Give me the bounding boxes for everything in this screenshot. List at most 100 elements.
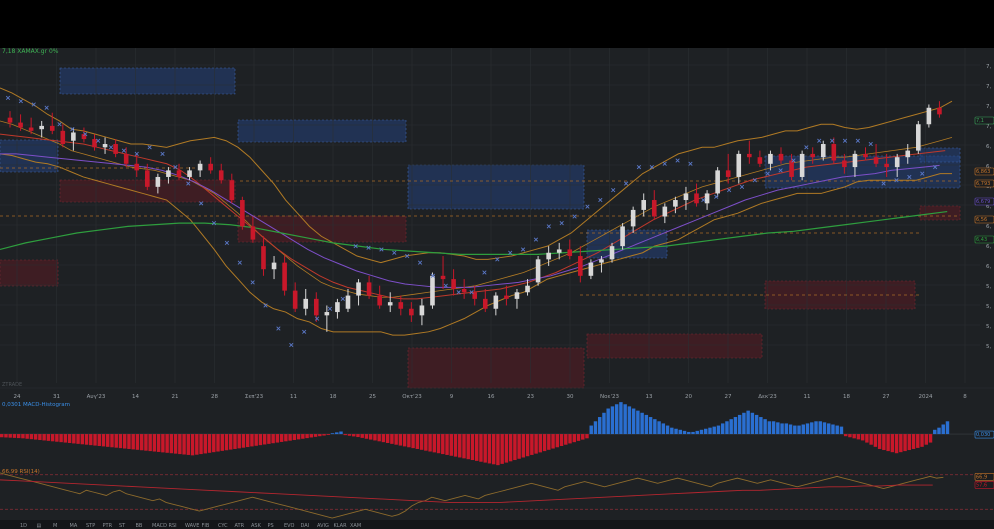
macd-bar-positive [767, 421, 772, 435]
date-tick-label: Αυγ'23 [87, 394, 106, 400]
macd-bar-negative [517, 434, 521, 459]
macd-bar-positive [593, 421, 598, 435]
macd-bar-positive [720, 423, 725, 435]
macd-bar-negative [250, 434, 254, 447]
toolbar-item[interactable]: DAI [301, 523, 310, 529]
date-tick-label: 27 [883, 394, 890, 400]
toolbar-item[interactable]: RSI [169, 523, 177, 529]
symbol-label: 7,18 ΧΑΜΑΧ.gr 0% [2, 48, 59, 55]
candle-up [514, 292, 520, 299]
date-tick-label: Οκτ'23 [402, 394, 422, 400]
macd-bar-negative [93, 434, 97, 446]
macd-bar-negative [856, 434, 861, 440]
psar-marker [855, 138, 860, 143]
macd-bar-negative [542, 434, 547, 452]
psar-marker [353, 244, 358, 249]
candle-down [482, 298, 488, 309]
psar-marker [765, 171, 770, 176]
psar-marker [482, 270, 487, 275]
psar-marker [18, 99, 23, 104]
candle-up [736, 153, 742, 177]
macd-bar-negative [271, 434, 275, 444]
toolbar-item[interactable]: PS [268, 523, 274, 529]
psar-marker [623, 181, 629, 186]
macd-value-label: 0,030 [976, 432, 990, 438]
macd-bar-negative [80, 434, 85, 445]
macd-bar-negative [411, 434, 415, 449]
macd-bar-negative [865, 434, 869, 443]
macd-bar-negative [284, 434, 288, 442]
toolbar-item[interactable]: AVIG [317, 523, 329, 529]
macd-bar-negative [882, 434, 886, 451]
moving-average-green-line [0, 210, 948, 255]
toolbar-item[interactable]: CYC [218, 523, 228, 529]
psar-marker [726, 188, 732, 193]
toolbar-item[interactable]: FIB [202, 523, 210, 529]
price-tick-label: 7, [986, 104, 991, 110]
candle-down [398, 302, 404, 309]
macd-bar-positive [831, 424, 835, 435]
toolbar-item[interactable]: ΧΑΜ [350, 523, 361, 529]
toolbar-background [0, 520, 994, 529]
toolbar-item[interactable]: 1D [20, 523, 27, 529]
toolbar-item[interactable]: STP [86, 523, 95, 529]
macd-bar-negative [139, 434, 144, 451]
candle-down [504, 295, 509, 299]
psar-marker [804, 145, 809, 150]
macd-bar-positive [750, 412, 755, 435]
psar-marker [44, 105, 49, 110]
toolbar-item[interactable]: PTR [103, 523, 113, 529]
candle-up [71, 132, 76, 141]
bottom-toolbar[interactable]: 1D ▤ M MA STP PTR ST BB MACD RSI WAVE FIB CYC ATR ASK P… [0, 520, 994, 529]
toolbar-item[interactable]: MA [70, 523, 78, 529]
macd-bar-negative [21, 434, 25, 439]
candle-down [208, 163, 213, 171]
macd-bar-negative [292, 434, 297, 441]
macd-bar-negative [0, 434, 4, 438]
macd-bar-negative [224, 434, 229, 451]
date-tick-label: Δεκ'23 [758, 394, 777, 400]
psar-marker [752, 178, 757, 183]
macd-bar-negative [530, 434, 534, 455]
candle-down [176, 170, 182, 177]
macd-bar-negative [118, 434, 123, 449]
toolbar-item[interactable]: WAVE [185, 523, 199, 529]
moving-average-red-line [0, 133, 946, 300]
macd-bar-negative [385, 434, 390, 444]
macd-bar-negative [122, 434, 127, 449]
macd-bar-positive [670, 427, 674, 435]
candle-down [651, 200, 657, 217]
candle-up [525, 285, 530, 293]
macd-bar-negative [873, 434, 878, 447]
candle-up [673, 200, 678, 207]
date-tick-label: 20 [685, 394, 692, 400]
toolbar-item[interactable]: ▤ [37, 523, 42, 529]
psar-marker [366, 245, 371, 250]
date-tick-label: 11 [290, 394, 297, 400]
macd-bar-positive [589, 425, 593, 435]
psar-marker [701, 197, 706, 203]
watermark: ZTRADE [2, 382, 22, 388]
toolbar-item[interactable]: ATR [235, 523, 245, 529]
macd-bar-positive [827, 423, 831, 435]
macd-bar-negative [55, 434, 59, 442]
toolbar-item[interactable]: ST [119, 523, 126, 529]
candle-down [694, 193, 699, 204]
toolbar-item[interactable]: MACD [152, 523, 167, 529]
chart-area[interactable]: 7,7,7,7,6,6,6,6,6,6,6,5,5,5,5,7,16,8636,… [0, 48, 994, 529]
toolbar-item[interactable]: KLAR [334, 523, 348, 529]
macd-bar-negative [496, 434, 500, 466]
macd-bar-positive [754, 414, 759, 435]
toolbar-item[interactable]: ASK [251, 523, 262, 529]
toolbar-item[interactable]: M [53, 523, 57, 529]
date-tick-label: 30 [567, 394, 574, 400]
macd-bar-positive [674, 428, 678, 435]
toolbar-item[interactable]: BB [136, 523, 143, 529]
psar-marker [778, 168, 783, 173]
macd-bar-negative [195, 434, 199, 455]
candle-up [599, 259, 604, 263]
macd-bar-negative [572, 434, 576, 443]
macd-bar-negative [436, 434, 441, 454]
macd-bar-negative [508, 434, 513, 462]
toolbar-item[interactable]: EVO [284, 523, 294, 529]
